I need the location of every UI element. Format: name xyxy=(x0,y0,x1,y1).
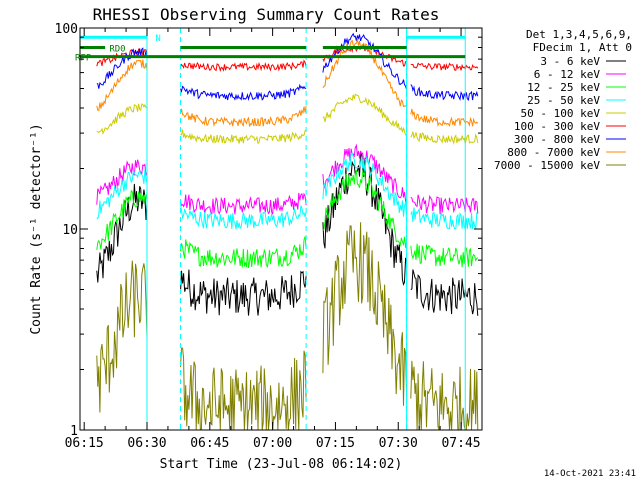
legend-entry-label: 6 - 12 keV xyxy=(534,68,601,81)
series-line-1 xyxy=(96,143,479,215)
series-line-4 xyxy=(96,93,479,145)
y-tick-label: 10 xyxy=(62,223,78,238)
x-tick-label: 07:45 xyxy=(441,436,480,451)
y-tick-label: 1 xyxy=(70,424,78,439)
x-tick-label: 06:15 xyxy=(65,436,104,451)
x-tick-label: 07:00 xyxy=(253,436,292,451)
legend: Det 1,3,4,5,6,9,FDecim 1, Att 03 - 6 keV… xyxy=(494,28,632,172)
series-line-5 xyxy=(96,44,479,73)
legend-entry-label: 12 - 25 keV xyxy=(527,81,600,94)
series-line-2 xyxy=(96,170,479,269)
flag-label-rd0: RD0 xyxy=(109,44,125,54)
flag-label-n: N xyxy=(155,34,160,44)
axes-layer: 06:15 06:30 06:45 07:00 07:15 07:30 07:45 1 10 10… xyxy=(55,22,483,451)
x-tick-label: 06:30 xyxy=(127,436,166,451)
legend-entry-label: 50 - 100 keV xyxy=(521,107,601,120)
x-tick-label: 07:30 xyxy=(379,436,418,451)
legend-entry-label: 3 - 6 keV xyxy=(540,55,600,68)
y-tick-label: 100 xyxy=(55,22,78,37)
x-tick-label: 07:15 xyxy=(316,436,355,451)
chart-title: RHESSI Observing Summary Count Rates xyxy=(93,5,440,24)
x-tick-label: 06:45 xyxy=(190,436,229,451)
series-line-6 xyxy=(96,32,479,102)
series-line-8 xyxy=(96,222,479,431)
legend-entry-label: 7000 - 15000 keV xyxy=(494,159,600,172)
y-axis-label: Count Rate (s⁻¹ detector⁻¹) xyxy=(29,123,44,334)
legend-entry-label: 100 - 300 keV xyxy=(514,120,600,133)
series-line-0 xyxy=(96,152,479,316)
series-line-7 xyxy=(96,39,479,128)
legend-header-line: FDecim 1, Att 0 xyxy=(533,41,632,54)
plot-area xyxy=(96,32,479,431)
legend-entry-label: 25 - 50 keV xyxy=(527,94,600,107)
legend-entry-label: 300 - 800 keV xyxy=(514,133,600,146)
series-line-3 xyxy=(96,152,479,231)
timestamp: 14-Oct-2021 23:41 xyxy=(544,469,636,479)
legend-entry-label: 800 - 7000 keV xyxy=(507,146,600,159)
x-axis-label: Start Time (23-Jul-08 06:14:02) xyxy=(160,457,403,472)
legend-header-line: Det 1,3,4,5,6,9, xyxy=(526,28,632,41)
